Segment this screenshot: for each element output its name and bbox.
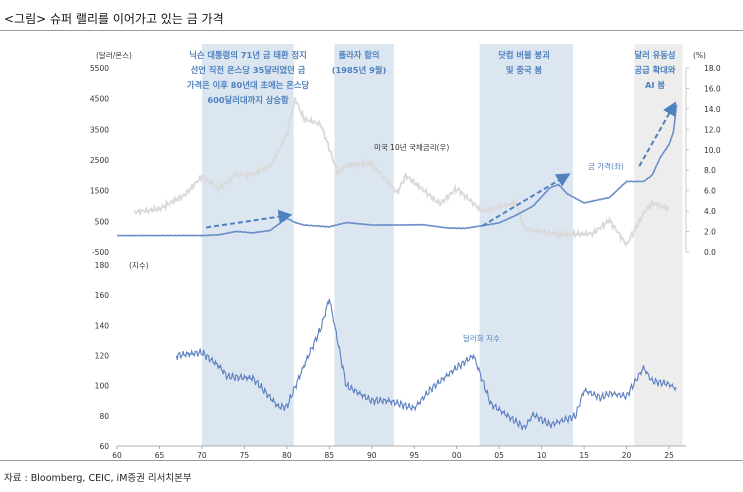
trend-arrow — [206, 209, 293, 229]
left-axis-tick-label: 2500 — [90, 156, 109, 165]
shaded-periods — [201, 44, 683, 446]
dollar-axis-tick-label: 60 — [99, 442, 109, 451]
right-axis-tick-label: 2.0 — [704, 228, 716, 237]
chart-text: 미국 10년 국채금리(우) 금 가격(좌) 달러화 지수 닉슨 대통령의 71년 금… — [187, 50, 676, 343]
x-axis-tick-label: 15 — [579, 451, 589, 460]
dollar-axis-tick-label: 140 — [95, 321, 110, 330]
series-line-dollar-index — [175, 298, 677, 431]
axes: -500500150025003500450055000.02.04.06.08… — [90, 51, 721, 460]
trend-arrow — [638, 101, 677, 167]
series-label-gold-price: 금 가격(좌) — [588, 161, 624, 171]
right-axis-tick-label: 6.0 — [704, 187, 716, 196]
figure-title: <그림> 슈퍼 랠리를 이어가고 있는 금 가격 — [4, 12, 224, 26]
series-label-dollar-index: 달러화 지수 — [463, 334, 500, 343]
right-axis-tick-label: 14.0 — [704, 105, 721, 114]
shaded-period-2 — [479, 44, 574, 446]
x-axis-tick-label: 05 — [494, 451, 504, 460]
series-lines — [116, 96, 678, 431]
x-axis-tick-label: 90 — [367, 451, 377, 460]
right-axis-tick-label: 4.0 — [704, 207, 716, 216]
shaded-period-1 — [334, 44, 394, 446]
left-axis-unit: (달러/온스) — [96, 51, 132, 60]
right-axis-tick-label: 12.0 — [704, 125, 721, 134]
dollar-axis-tick-label: 80 — [99, 412, 109, 421]
left-axis-tick-label: 3500 — [90, 125, 109, 134]
title-divider — [0, 30, 743, 31]
right-axis-tick-label: 16.0 — [704, 84, 721, 93]
x-axis-tick-label: 60 — [112, 451, 122, 460]
period-annotation-line: 닉슨 대통령의 71년 금 태환 정지 — [189, 50, 307, 60]
x-axis-tick-label: 00 — [452, 451, 462, 460]
x-axis-tick-label: 80 — [282, 451, 292, 460]
period-annotation-line: 플라자 합의 — [338, 50, 379, 60]
left-axis-tick-label: -500 — [92, 248, 109, 257]
bottom-divider — [0, 460, 743, 461]
period-annotation-line: 공급 확대와 — [634, 65, 675, 75]
period-annotation-line: 및 중국 붐 — [506, 65, 543, 75]
left-axis-tick-label: 4500 — [90, 95, 109, 104]
period-annotation-line: 닷컴 버블 붕괴 — [498, 50, 550, 60]
x-axis-tick-label: 70 — [197, 451, 207, 460]
x-axis-tick-label: 10 — [537, 451, 547, 460]
right-axis-tick-label: 8.0 — [704, 166, 716, 175]
left-axis-tick-label: 500 — [95, 217, 110, 226]
right-axis-tick-label: 18.0 — [704, 64, 721, 73]
right-axis-unit: (%) — [693, 51, 706, 60]
period-annotation-line: AI 붐 — [645, 80, 665, 90]
right-axis-tick-label: 0.0 — [704, 248, 716, 257]
dollar-axis-tick-label: 120 — [95, 352, 110, 361]
dollar-axis-tick-label: 180 — [95, 261, 110, 270]
series-line-treasury-yield — [133, 96, 670, 248]
trend-arrow — [481, 173, 571, 227]
dollar-axis-unit: (지수) — [129, 261, 149, 270]
x-axis-tick-label: 65 — [155, 451, 165, 460]
trend-arrows — [206, 101, 677, 229]
left-axis-tick-label: 5500 — [90, 64, 109, 73]
period-annotation-line: 선언 직전 온스당 35달러였던 금 — [191, 65, 306, 75]
right-axis-tick-label: 10.0 — [704, 146, 721, 155]
series-label-treasury-yield: 미국 10년 국채금리(우) — [374, 142, 449, 152]
x-axis-tick-label: 85 — [325, 451, 335, 460]
x-axis-tick-label: 20 — [622, 451, 632, 460]
dollar-axis-tick-label: 100 — [95, 382, 110, 391]
x-axis-tick-label: 25 — [664, 451, 674, 460]
x-axis-tick-label: 95 — [409, 451, 419, 460]
series-line-gold-price — [116, 104, 678, 237]
period-annotation-line: (1985년 9월) — [332, 65, 387, 75]
period-annotation-line: 가격은 이후 80년대 초에는 온스당 — [187, 80, 310, 90]
period-annotation-line: 달러 유동성 — [634, 50, 675, 60]
x-axis-tick-label: 75 — [240, 451, 250, 460]
source-note: 자료 : Bloomberg, CEIC, iM증권 리서치본부 — [4, 473, 192, 484]
left-axis-tick-label: 1500 — [90, 187, 109, 196]
period-annotation-line: 600달러대까지 상승함 — [207, 95, 289, 105]
dollar-axis-tick-label: 160 — [95, 291, 110, 300]
